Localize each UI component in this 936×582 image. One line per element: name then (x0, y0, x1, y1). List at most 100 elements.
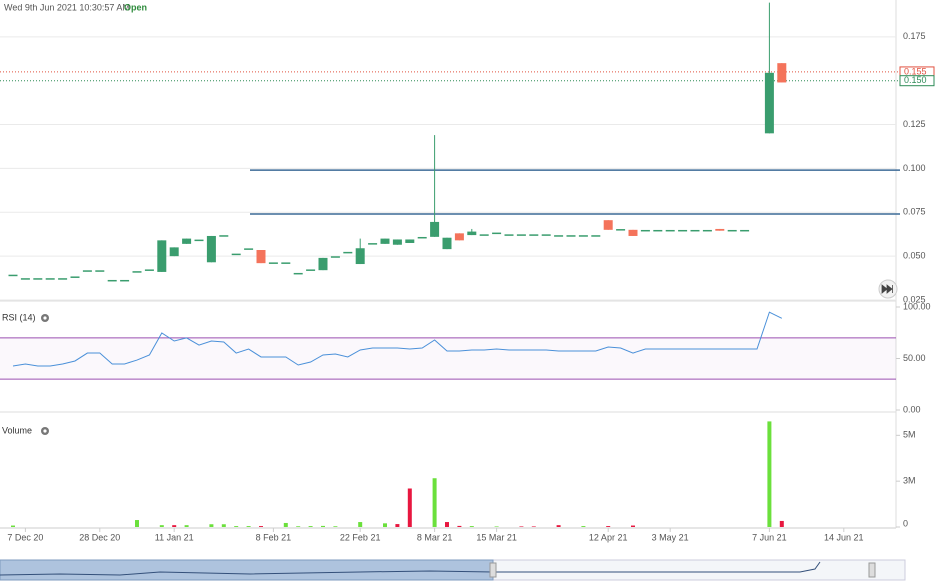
candle-body (529, 234, 539, 236)
candle-body (281, 262, 291, 264)
volume-bar (296, 526, 301, 527)
candle-body (182, 238, 192, 244)
candle-body (268, 262, 278, 264)
candle-body (20, 278, 30, 280)
volume-label: Volume (2, 425, 32, 435)
volume-bar (11, 525, 15, 527)
price-label: 0.150 (904, 75, 927, 85)
volume-bar (494, 526, 499, 527)
y-tick-label: 0.00 (903, 404, 921, 414)
y-tick-label: 3M (903, 476, 916, 486)
candle-body (516, 234, 526, 236)
y-tick-label: 50.00 (903, 353, 926, 363)
volume-bar (631, 525, 635, 527)
candle-body (343, 251, 353, 254)
x-tick-label: 8 Feb 21 (256, 532, 292, 542)
candle-body (157, 240, 167, 272)
x-tick-label: 7 Jun 21 (752, 532, 787, 542)
volume-bar (407, 488, 412, 527)
candle-body (330, 256, 340, 258)
volume-bar (457, 525, 462, 527)
candle-body (318, 257, 328, 271)
volume-bar (321, 525, 325, 527)
candle-body (454, 233, 464, 241)
x-tick-label: 7 Dec 20 (7, 532, 43, 542)
candle-body (430, 221, 440, 237)
candle-body (616, 229, 626, 231)
volume-bar (308, 526, 313, 527)
volume-bar (531, 526, 536, 527)
candle-body (591, 235, 601, 237)
candle-body (777, 63, 787, 83)
volume-bar (358, 522, 363, 527)
candle-body (219, 235, 229, 237)
price-label: 0.155 (904, 66, 927, 76)
candle-body (665, 229, 675, 232)
candle-body (194, 239, 204, 242)
candle-body (368, 243, 378, 245)
volume-bar (246, 526, 251, 527)
candle-body (653, 229, 663, 232)
candle-body (293, 272, 303, 275)
volume-bar (556, 525, 561, 527)
candle-body (244, 248, 254, 250)
candle-body (727, 229, 737, 232)
settings-icon[interactable] (41, 314, 49, 322)
candle-body (45, 278, 55, 280)
timestamp: Wed 9th Jun 2021 10:30:57 AM (4, 2, 130, 12)
candle-body (690, 229, 700, 232)
candle-body (58, 278, 68, 280)
candle-body (405, 239, 415, 243)
candle-body (33, 278, 43, 280)
volume-bar (779, 520, 784, 527)
volume-bar (445, 522, 449, 527)
volume-bar (184, 525, 189, 527)
candle-body (70, 276, 80, 278)
volume-bar (283, 522, 288, 527)
y-tick-label: 100.00 (903, 301, 931, 311)
candle-body (640, 229, 650, 232)
volume-bar (383, 523, 387, 527)
volume-bar (135, 520, 139, 527)
x-tick-label: 3 May 21 (652, 532, 689, 542)
settings-icon[interactable] (41, 427, 49, 435)
volume-bar (581, 526, 586, 527)
y-tick-label: 5M (903, 430, 916, 440)
candle-body (442, 237, 452, 250)
y-tick-label: 0.100 (903, 163, 926, 173)
candle-body (95, 270, 105, 272)
candle-body (380, 238, 390, 244)
navigator[interactable] (0, 559, 906, 581)
y-tick-label: 0 (903, 518, 908, 528)
volume-bar (333, 526, 338, 527)
candle-body (578, 235, 588, 237)
x-tick-label: 12 Apr 21 (589, 532, 628, 542)
candle-body (107, 279, 117, 282)
volume-bar (519, 526, 524, 527)
candle-body (206, 235, 216, 263)
candle-body (715, 228, 725, 231)
volume-bar (172, 525, 177, 527)
volume-bar (209, 524, 214, 527)
candle-body (764, 72, 774, 134)
candle-body (702, 229, 712, 232)
volume-bar (159, 525, 164, 527)
volume-bar (469, 526, 474, 527)
volume-bar (234, 526, 239, 527)
candle-body (306, 269, 316, 271)
candle-body (740, 229, 750, 232)
scroll-latest-button[interactable] (878, 279, 898, 299)
volume-bar (259, 526, 263, 527)
market-status: Open (124, 2, 147, 12)
volume-bar (606, 526, 611, 527)
volume-bar (432, 478, 437, 527)
x-tick-label: 11 Jan 21 (155, 532, 194, 542)
candle-body (169, 247, 179, 257)
y-tick-label: 0.175 (903, 31, 926, 41)
x-tick-label: 15 Mar 21 (476, 532, 517, 542)
x-tick-label: 28 Dec 20 (79, 532, 120, 542)
candle-body (120, 279, 130, 282)
y-tick-label: 0.125 (903, 119, 926, 129)
volume-bar (767, 421, 772, 527)
